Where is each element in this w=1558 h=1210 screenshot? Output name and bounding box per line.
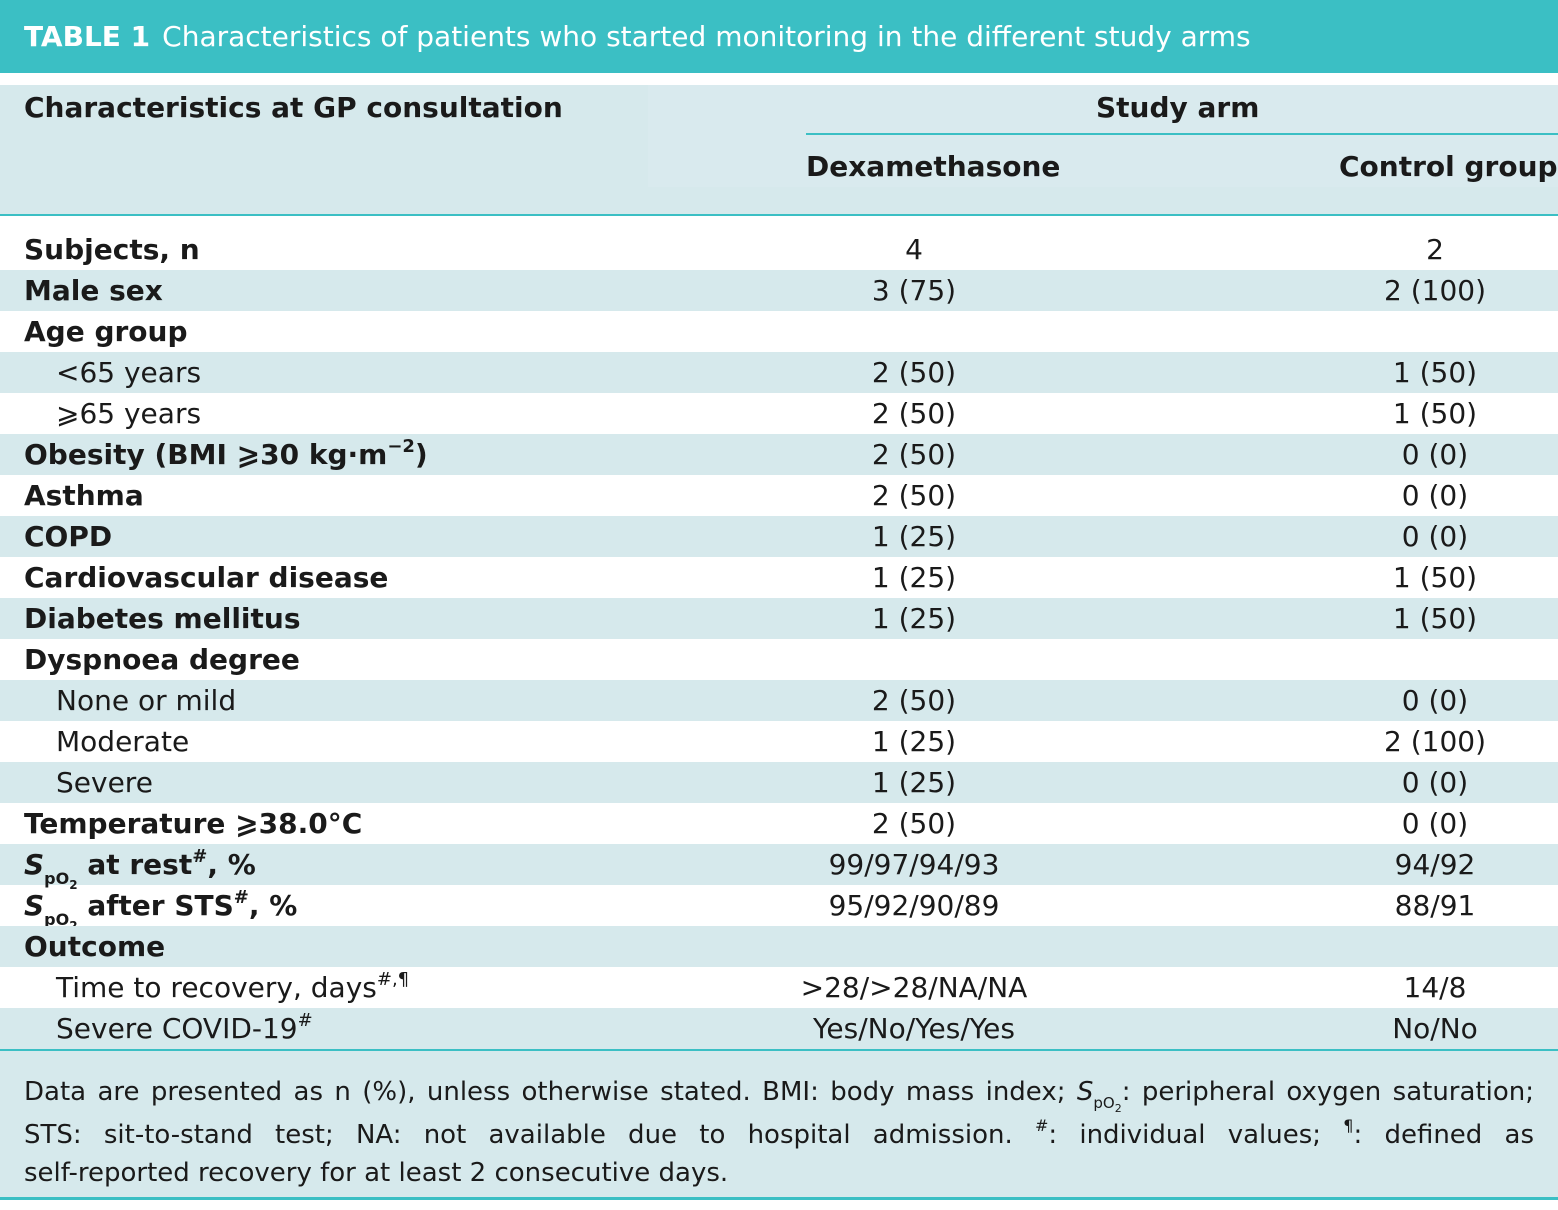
header-control-group: Control group [1339,150,1558,183]
control-value: 2 (100) [1383,274,1486,307]
table-row: ⩾65 years 2 (50) 1 (50) [0,393,1558,434]
table-row: Time to recovery, days#,¶ >28/>28/NA/NA … [0,967,1558,1008]
table-row: <65 years 2 (50) 1 (50) [0,352,1558,393]
control-value: 2 [1426,233,1444,266]
control-value: 88/91 [1394,889,1476,922]
row-label: Male sex [24,274,163,307]
table-body: Subjects, n 4 2 Male sex 3 (75) 2 (100) … [0,229,1558,1049]
dexamethasone-value: 1 (25) [871,561,957,594]
control-value: 0 (0) [1401,520,1469,553]
table-row: SpO2 at rest#, % 99/97/94/93 94/92 [0,844,1558,892]
control-value: 0 (0) [1401,684,1469,717]
row-label: Cardiovascular disease [24,561,389,594]
table-row: Obesity (BMI ⩾30 kg·m−2) 2 (50) 0 (0) [0,434,1558,475]
table-header-shade [648,85,1558,187]
dexamethasone-value: 1 (25) [871,602,957,635]
control-value: 14/8 [1403,971,1467,1004]
control-value: 0 (0) [1401,479,1469,512]
row-label: Severe COVID-19# [56,1009,313,1045]
table-row: Severe 1 (25) 0 (0) [0,762,1558,803]
footnote-rule [0,1049,1558,1051]
dexamethasone-value: 2 (50) [871,479,957,512]
table-row: COPD 1 (25) 0 (0) [0,516,1558,557]
table-row: None or mild 2 (50) 0 (0) [0,680,1558,721]
row-label: Subjects, n [24,233,200,266]
row-label: Diabetes mellitus [24,602,301,635]
table-number: TABLE 1 [24,20,151,53]
control-value: 1 (50) [1392,356,1478,389]
table-row: Subjects, n 4 2 [0,229,1558,270]
row-label: Outcome [24,930,166,963]
control-value: 0 (0) [1401,766,1469,799]
control-value: No/No [1392,1012,1478,1045]
row-label: Temperature ⩾38.0°C [24,807,363,840]
header-dexamethasone: Dexamethasone [806,150,1061,183]
control-value: 94/92 [1394,848,1476,881]
dexamethasone-value: Yes/No/Yes/Yes [813,1012,1015,1045]
table-row: Temperature ⩾38.0°C 2 (50) 0 (0) [0,803,1558,844]
table-row: Diabetes mellitus 1 (25) 1 (50) [0,598,1558,639]
dexamethasone-value: 2 (50) [871,438,957,471]
dexamethasone-value: >28/>28/NA/NA [800,971,1028,1004]
dexamethasone-value: 2 (50) [871,807,957,840]
table-row: Age group [0,311,1558,352]
row-label: Severe [56,766,153,799]
header-study-arm: Study arm [1096,91,1260,124]
dexamethasone-value: 1 (25) [871,725,957,758]
control-value: 1 (50) [1392,397,1478,430]
row-label: <65 years [56,356,202,389]
dexamethasone-value: 2 (50) [871,684,957,717]
table-footnote: Data are presented as n (%), unless othe… [0,1051,1558,1197]
study-arm-rule [806,133,1558,135]
row-label: Asthma [24,479,144,512]
row-label: Age group [24,315,188,348]
dexamethasone-value: 1 (25) [871,520,957,553]
table-row: Cardiovascular disease 1 (25) 1 (50) [0,557,1558,598]
table-title-bar: TABLE 1 Characteristics of patients who s… [0,0,1558,73]
table-caption: Characteristics of patients who started … [162,20,1251,53]
row-label: None or mild [56,684,237,717]
dexamethasone-value: 99/97/94/93 [828,848,1000,881]
dexamethasone-value: 95/92/90/89 [828,889,1000,922]
table-row: Moderate 1 (25) 2 (100) [0,721,1558,762]
row-label: SpO2 after STS#, % [24,886,298,933]
footnote-line-3: self-reported recovery for at least 2 co… [24,1158,729,1188]
control-value: 0 (0) [1401,438,1469,471]
dexamethasone-value: 4 [905,233,923,266]
table-row: Outcome [0,926,1558,967]
footnote-line-2: STS: sit-to-stand test; NA: not availabl… [24,1116,1534,1150]
bottom-rule [0,1197,1558,1200]
control-value: 0 (0) [1401,807,1469,840]
dexamethasone-value: 2 (50) [871,356,957,389]
dexamethasone-value: 3 (75) [871,274,957,307]
header-characteristics: Characteristics at GP consultation [24,91,563,124]
table-row: Severe COVID-19# Yes/No/Yes/Yes No/No [0,1008,1558,1049]
header-rule [0,214,1558,216]
footnote-line-1: Data are presented as n (%), unless othe… [24,1077,1534,1115]
control-value: 1 (50) [1392,602,1478,635]
table-row: Dyspnoea degree [0,639,1558,680]
row-label: Obesity (BMI ⩾30 kg·m−2) [24,435,428,471]
table-row: Asthma 2 (50) 0 (0) [0,475,1558,516]
row-label: Dyspnoea degree [24,643,300,676]
table-row: Male sex 3 (75) 2 (100) [0,270,1558,311]
control-value: 2 (100) [1383,725,1486,758]
dexamethasone-value: 1 (25) [871,766,957,799]
row-label: SpO2 at rest#, % [24,845,256,892]
table-row: SpO2 after STS#, % 95/92/90/89 88/91 [0,885,1558,933]
dexamethasone-value: 2 (50) [871,397,957,430]
row-label: Moderate [56,725,190,758]
control-value: 1 (50) [1392,561,1478,594]
row-label: Time to recovery, days#,¶ [56,968,410,1004]
row-label: COPD [24,520,113,553]
row-label: ⩾65 years [56,397,202,430]
